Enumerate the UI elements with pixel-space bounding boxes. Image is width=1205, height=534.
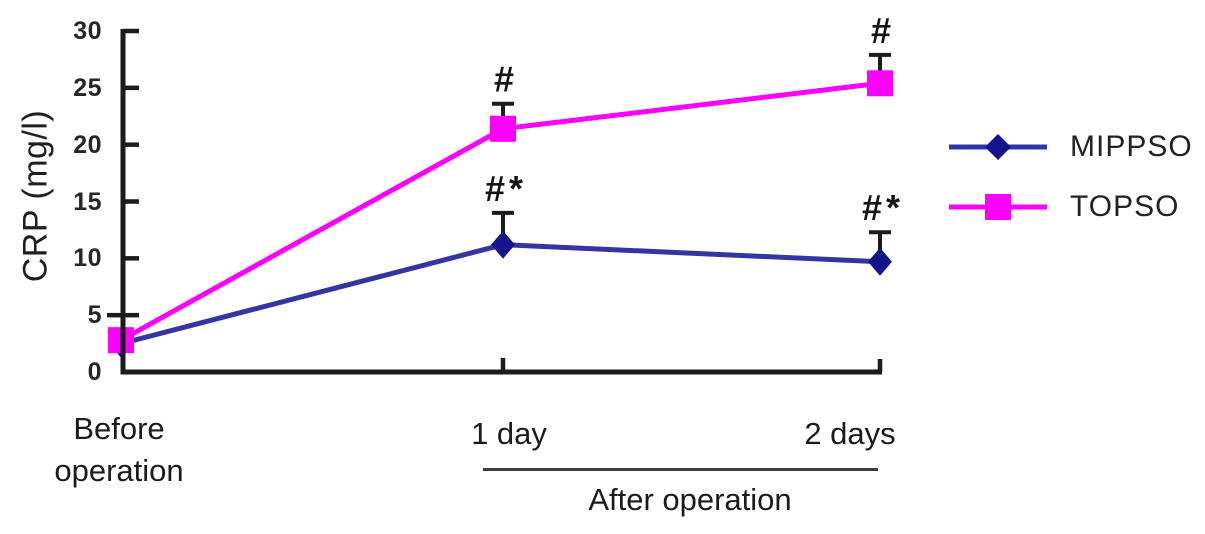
x-tick-label-before-operation: Before operation	[54, 411, 184, 488]
legend-item-mippso: MIPPSO	[946, 128, 1196, 166]
y-axis-tick-label: 30	[73, 17, 102, 45]
data-point-marker-mippso	[491, 230, 515, 259]
data-point-marker-topso	[490, 115, 516, 142]
significance-annotation: #	[494, 59, 518, 100]
topso-legend-marker-icon	[949, 194, 1047, 220]
legend-item-topso: TOPSO	[946, 188, 1196, 226]
legend-label-mippso: MIPPSO	[1070, 130, 1193, 163]
y-axis-tick-label: 15	[73, 187, 102, 216]
y-axis-tick-label: 25	[73, 73, 102, 102]
significance-annotation: #*	[862, 187, 904, 228]
significance-annotation: #*	[485, 168, 527, 209]
data-point-marker-mippso	[868, 247, 892, 276]
data-point-marker-topso	[867, 70, 893, 97]
x-tick-label-2-days: 2 days	[804, 416, 896, 451]
y-axis-tick-label: 0	[87, 358, 102, 386]
y-axis-tick-label: 5	[87, 301, 102, 330]
legend-label-topso: TOPSO	[1070, 190, 1180, 223]
series-line-mippso	[120, 242, 881, 347]
mippso-legend-marker-icon	[949, 134, 1047, 160]
after-operation-underline	[483, 468, 878, 471]
x-tick-label-1-day: 1 day	[471, 416, 547, 451]
after-operation-group-label: After operation	[588, 482, 792, 517]
y-axis-tick-label: 20	[73, 130, 102, 159]
legend: MIPPSO TOPSO	[946, 128, 1196, 248]
y-axis-tick-label: 10	[73, 244, 102, 273]
significance-annotation: #	[871, 10, 895, 51]
